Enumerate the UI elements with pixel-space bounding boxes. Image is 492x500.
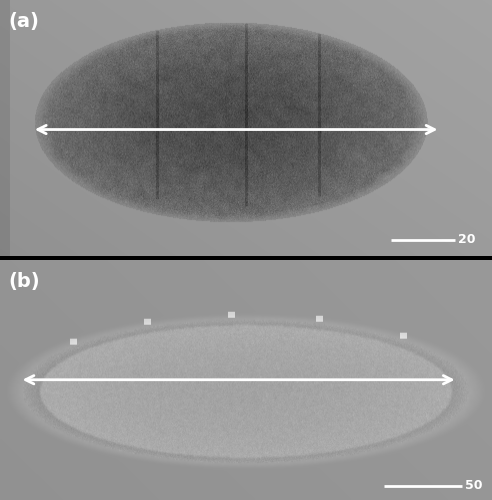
Text: (a): (a): [9, 12, 40, 30]
Text: 50: 50: [465, 479, 483, 492]
Text: (b): (b): [9, 272, 40, 290]
Text: 20: 20: [458, 234, 475, 246]
